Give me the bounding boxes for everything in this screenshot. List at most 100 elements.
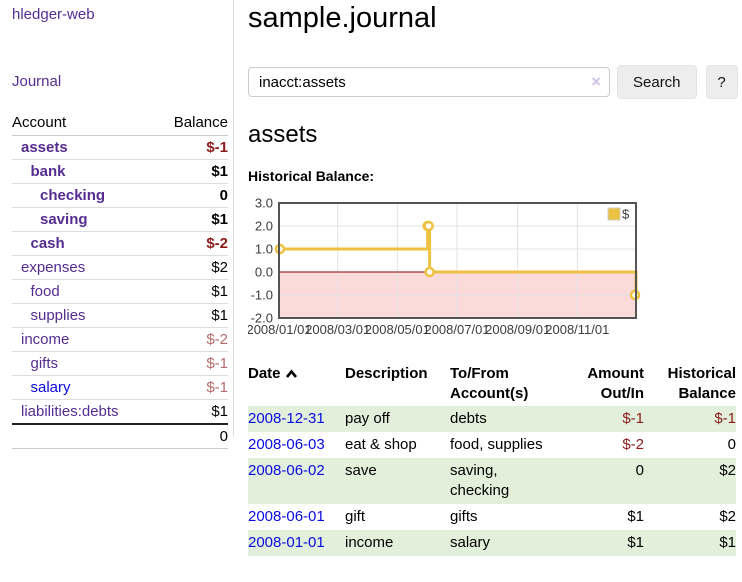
transaction-amount: 0 bbox=[635, 462, 644, 480]
account-link[interactable]: bank bbox=[30, 163, 66, 180]
account-balance: $1 bbox=[155, 303, 228, 328]
account-balance: $-1 bbox=[206, 139, 228, 156]
account-link[interactable]: expenses bbox=[21, 259, 86, 276]
accounts-total-row: 0 bbox=[12, 423, 228, 449]
account-link[interactable]: assets bbox=[21, 139, 68, 156]
main-content: sample.journal × Search ? assets Histori… bbox=[234, 0, 742, 557]
transaction-row[interactable]: 2008-06-01 gift gifts $1 $2 bbox=[248, 504, 736, 530]
svg-text:2008/09/01: 2008/09/01 bbox=[485, 322, 550, 337]
transaction-amount: $-2 bbox=[622, 436, 644, 454]
register-header-amount: Amount Out/In bbox=[587, 365, 644, 403]
search-button[interactable]: Search bbox=[617, 65, 697, 100]
register-header-account: To/From Account(s) bbox=[450, 365, 529, 403]
account-link[interactable]: salary bbox=[30, 379, 71, 396]
transaction-description: income bbox=[345, 534, 394, 552]
transaction-date-link[interactable]: 2008-01-01 bbox=[248, 534, 325, 552]
search-input[interactable] bbox=[248, 67, 610, 98]
accounts-table: Account Balance assets $-1 bank $1 checking 0… bbox=[12, 111, 228, 449]
transaction-description: eat & shop bbox=[345, 436, 417, 454]
svg-text:2.0: 2.0 bbox=[255, 219, 273, 234]
account-balance: $1 bbox=[155, 159, 228, 184]
clear-search-icon[interactable]: × bbox=[591, 72, 601, 92]
register-header-balance: Historical Balance bbox=[667, 365, 736, 403]
account-row: assets $-1 bbox=[12, 136, 228, 160]
transaction-date-link[interactable]: 2008-06-01 bbox=[248, 508, 325, 526]
account-balance: $2 bbox=[155, 255, 228, 280]
transaction-accounts: salary bbox=[450, 534, 491, 552]
transaction-balance: $2 bbox=[719, 508, 736, 526]
transaction-balance: $2 bbox=[719, 462, 736, 480]
accounts-total-value: 0 bbox=[12, 423, 228, 449]
register-header-date[interactable]: Date bbox=[248, 362, 345, 406]
account-link[interactable]: cash bbox=[30, 235, 65, 252]
transaction-date: 2008-12-31 bbox=[248, 406, 345, 432]
svg-text:-2.0: -2.0 bbox=[251, 311, 273, 326]
chart-title: Historical Balance: bbox=[248, 168, 375, 185]
sidebar-item-journal[interactable]: Journal bbox=[12, 73, 62, 90]
transaction-amount: $1 bbox=[627, 508, 644, 526]
transaction-date-link[interactable]: 2008-06-02 bbox=[248, 462, 325, 480]
transaction-amount: $-1 bbox=[622, 410, 644, 428]
balance-chart: $3.0 2.0 1.0 0.0 -1.0 -2.0 2008/01/01 2008/03/0… bbox=[246, 196, 742, 343]
accounts-table-body: assets $-1 bank $1 checking 0 saving $1 cash $-2 e… bbox=[12, 136, 228, 424]
account-link[interactable]: food bbox=[30, 283, 60, 300]
transaction-accounts: debts bbox=[450, 410, 487, 428]
account-link[interactable]: liabilities:debts bbox=[21, 403, 119, 420]
account-balance: $-2 bbox=[155, 231, 228, 256]
transaction-accounts: food, supplies bbox=[450, 436, 543, 454]
transaction-row[interactable]: 2008-01-01 income salary $1 $1 bbox=[248, 530, 736, 557]
register-table-body: 2008-12-31 pay off debts $-1 $-1 2008-06-03 ea… bbox=[248, 406, 736, 557]
sidebar: hledger-web Journal Account Balance asse… bbox=[0, 0, 234, 556]
transaction-accounts: gifts bbox=[450, 508, 478, 526]
register-table: Date Description To/From Account(s) Amou… bbox=[248, 362, 736, 557]
account-row: salary $-1 bbox=[12, 375, 228, 400]
svg-text:3.0: 3.0 bbox=[255, 196, 273, 211]
register-header-description: Description bbox=[345, 365, 428, 383]
account-row: bank $1 bbox=[12, 159, 228, 184]
svg-text:2008/11/01: 2008/11/01 bbox=[545, 322, 609, 337]
transaction-date-link[interactable]: 2008-12-31 bbox=[248, 410, 325, 428]
svg-text:2008/01/01: 2008/01/01 bbox=[248, 322, 312, 337]
transaction-date: 2008-01-01 bbox=[248, 530, 345, 556]
transaction-balance: $-1 bbox=[714, 410, 736, 428]
search-input-wrap: × bbox=[248, 67, 610, 98]
account-row: food $1 bbox=[12, 279, 228, 304]
transaction-row[interactable]: 2008-12-31 pay off debts $-1 $-1 bbox=[248, 406, 736, 433]
accounts-header-account: Account bbox=[12, 111, 156, 136]
account-row: income $-2 bbox=[12, 327, 228, 352]
account-row: gifts $-1 bbox=[12, 351, 228, 376]
account-link[interactable]: gifts bbox=[30, 355, 59, 372]
transaction-row[interactable]: 2008-06-03 eat & shop food, supplies $-2 0 bbox=[248, 432, 736, 458]
account-balance: $-1 bbox=[155, 375, 228, 400]
accounts-header-balance: Balance bbox=[155, 111, 228, 136]
balance-chart-svg: $3.0 2.0 1.0 0.0 -1.0 -2.02008/01/012008/03/0… bbox=[246, 196, 641, 337]
transaction-date: 2008-06-03 bbox=[248, 432, 345, 458]
page-title: sample.journal bbox=[248, 2, 437, 34]
accounts-header-row: Account Balance bbox=[12, 111, 228, 136]
transaction-amount: $1 bbox=[627, 534, 644, 552]
svg-text:-1.0: -1.0 bbox=[251, 288, 273, 303]
transaction-row[interactable]: 2008-06-02 save saving, checking 0 $2 bbox=[248, 458, 736, 505]
help-button[interactable]: ? bbox=[705, 65, 738, 100]
search-form: × Search ? bbox=[248, 65, 742, 100]
transaction-accounts: saving, checking bbox=[450, 462, 510, 500]
sort-ascending-icon bbox=[285, 369, 297, 378]
sidebar-divider bbox=[233, 0, 234, 436]
svg-text:1.0: 1.0 bbox=[255, 242, 273, 257]
account-link[interactable]: income bbox=[21, 331, 70, 348]
account-link[interactable]: saving bbox=[40, 211, 88, 228]
app-window: hledger-web Journal Account Balance asse… bbox=[0, 0, 742, 557]
svg-text:$: $ bbox=[622, 207, 630, 222]
account-row: cash $-2 bbox=[12, 231, 228, 256]
transaction-description: gift bbox=[345, 508, 366, 526]
account-row: supplies $1 bbox=[12, 303, 228, 328]
account-balance: $1 bbox=[155, 279, 228, 304]
svg-text:2008/03/01: 2008/03/01 bbox=[305, 322, 370, 337]
app-title-link[interactable]: hledger-web bbox=[12, 6, 95, 23]
account-row: expenses $2 bbox=[12, 255, 228, 280]
account-link[interactable]: supplies bbox=[30, 307, 86, 324]
transaction-date: 2008-06-01 bbox=[248, 504, 345, 530]
transaction-description: save bbox=[345, 462, 377, 480]
account-link[interactable]: checking bbox=[40, 187, 106, 204]
transaction-date-link[interactable]: 2008-06-03 bbox=[248, 436, 325, 454]
